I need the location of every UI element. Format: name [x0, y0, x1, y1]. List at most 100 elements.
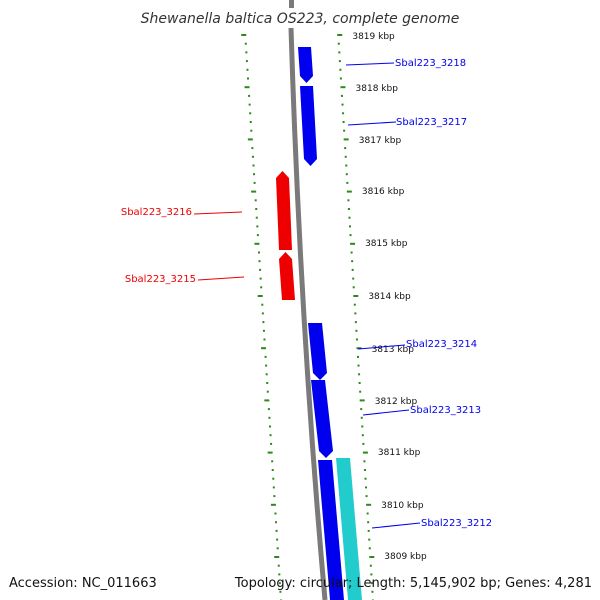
left-scale-tick	[272, 486, 275, 489]
right-scale-tick	[367, 521, 370, 524]
left-scale-tick	[278, 573, 281, 576]
gene-label-Sbal223_3212[interactable]: Sbal223_3212	[421, 518, 492, 529]
left-scale-tick	[268, 425, 271, 428]
right-scale-tick	[363, 460, 366, 463]
left-scale-tick	[270, 503, 276, 506]
left-scale-tick	[274, 512, 277, 515]
accession-label: Accession: NC_011663	[9, 576, 157, 591]
right-scale-tick	[364, 477, 367, 480]
left-scale-tick	[271, 469, 274, 471]
right-scale-tick	[354, 312, 357, 315]
right-scale-tick	[361, 425, 364, 428]
right-scale-tick	[337, 42, 340, 45]
right-scale-tick	[362, 451, 368, 454]
right-scale-tick	[360, 408, 363, 411]
right-scale-tick	[360, 416, 363, 419]
left-scale-tick	[269, 434, 272, 437]
right-scale-tick	[345, 173, 348, 176]
left-scale-tick	[256, 234, 259, 237]
right-scale-tick	[368, 538, 371, 541]
right-scale-tick	[347, 208, 350, 210]
gene-Sbal223_3217[interactable]	[300, 86, 317, 166]
genome-title: Shewanella baltica OS223, complete genom…	[141, 11, 460, 27]
left-scale-tick	[267, 408, 270, 411]
scale-label-3815: 3815 kbp	[365, 239, 408, 249]
right-scale-tick	[361, 434, 364, 437]
left-scale-tick	[245, 60, 248, 63]
right-scale-tick	[350, 251, 353, 254]
right-scale-tick	[349, 234, 352, 237]
gene-label-Sbal223_3216[interactable]: Sbal223_3216	[121, 207, 192, 218]
right-scale-tick	[365, 495, 368, 498]
gene-Sbal223_3213[interactable]	[311, 380, 333, 458]
right-scale-tick	[353, 295, 359, 297]
right-scale-tick	[369, 556, 375, 558]
leader-line-Sbal223_3216	[193, 211, 243, 215]
left-scale-tick	[253, 181, 256, 184]
right-scale-tick	[371, 590, 374, 593]
gene-Sbal223_3212[interactable]	[318, 460, 344, 600]
left-scale-tick	[266, 382, 269, 384]
right-scale-tick	[337, 34, 343, 36]
gene-Sbal223_3215[interactable]	[279, 252, 295, 300]
right-scale-tick	[351, 260, 354, 263]
right-scale-tick	[351, 268, 354, 271]
left-scale-tick	[254, 199, 257, 202]
left-scale-tick	[247, 138, 253, 141]
gene-Sbal223_3216[interactable]	[276, 171, 292, 250]
right-scale-tick	[363, 469, 366, 471]
right-scale-tick	[369, 564, 372, 567]
right-scale-tick	[339, 77, 342, 80]
left-scale-tick	[279, 590, 282, 593]
right-scale-tick	[345, 164, 348, 167]
right-scale-tick	[365, 486, 368, 489]
right-scale-tick	[353, 303, 356, 306]
gene-Sbal223_3218[interactable]	[298, 47, 313, 83]
left-scale-tick	[262, 321, 265, 324]
left-scale-tick	[261, 303, 264, 306]
left-scale-tick	[275, 529, 278, 532]
left-scale-tick	[254, 242, 260, 245]
gene-label-Sbal223_3215[interactable]: Sbal223_3215	[125, 274, 196, 285]
left-scale-tick	[248, 103, 251, 106]
scale-label-3810: 3810 kbp	[381, 501, 424, 511]
right-scale-tick	[352, 277, 355, 280]
right-scale-tick	[344, 147, 347, 150]
left-scale-tick	[273, 495, 276, 498]
right-scale-tick	[358, 373, 361, 376]
right-scale-tick	[338, 51, 341, 54]
left-scale-tick	[255, 216, 258, 219]
leader-line-Sbal223_3218	[345, 62, 395, 66]
right-scale-tick	[352, 286, 355, 289]
left-scale-tick	[259, 277, 262, 280]
right-scale-tick	[355, 329, 358, 332]
gene-label-Sbal223_3218[interactable]: Sbal223_3218	[395, 58, 466, 69]
right-scale-tick	[348, 216, 351, 219]
left-scale-tick	[249, 112, 252, 115]
left-scale-tick	[274, 556, 280, 558]
leader-line-Sbal223_3213	[362, 409, 410, 416]
scale-label-3816: 3816 kbp	[362, 187, 405, 197]
gene-highlight[interactable]	[336, 458, 362, 600]
right-scale-tick	[368, 547, 371, 550]
left-scale-tick	[257, 295, 263, 297]
left-scale-tick	[278, 582, 281, 585]
right-scale-tick	[346, 181, 349, 184]
right-scale-tick	[342, 112, 345, 115]
gene-Sbal223_3214[interactable]	[308, 323, 327, 380]
gene-label-Sbal223_3214[interactable]: Sbal223_3214	[406, 339, 477, 350]
right-scale-tick	[350, 242, 356, 245]
right-scale-tick	[359, 399, 365, 402]
right-scale-tick	[343, 138, 349, 141]
gene-label-Sbal223_3217[interactable]: Sbal223_3217	[396, 117, 467, 128]
right-scale-tick	[357, 364, 360, 367]
left-scale-tick	[244, 86, 250, 89]
gene-label-Sbal223_3213[interactable]: Sbal223_3213	[410, 405, 481, 416]
right-scale-tick	[370, 573, 373, 576]
right-scale-tick	[348, 225, 351, 228]
right-scale-tick	[346, 190, 352, 193]
left-scale-tick	[267, 451, 273, 454]
backbone-cap	[289, 0, 294, 8]
left-scale-tick	[257, 251, 260, 254]
